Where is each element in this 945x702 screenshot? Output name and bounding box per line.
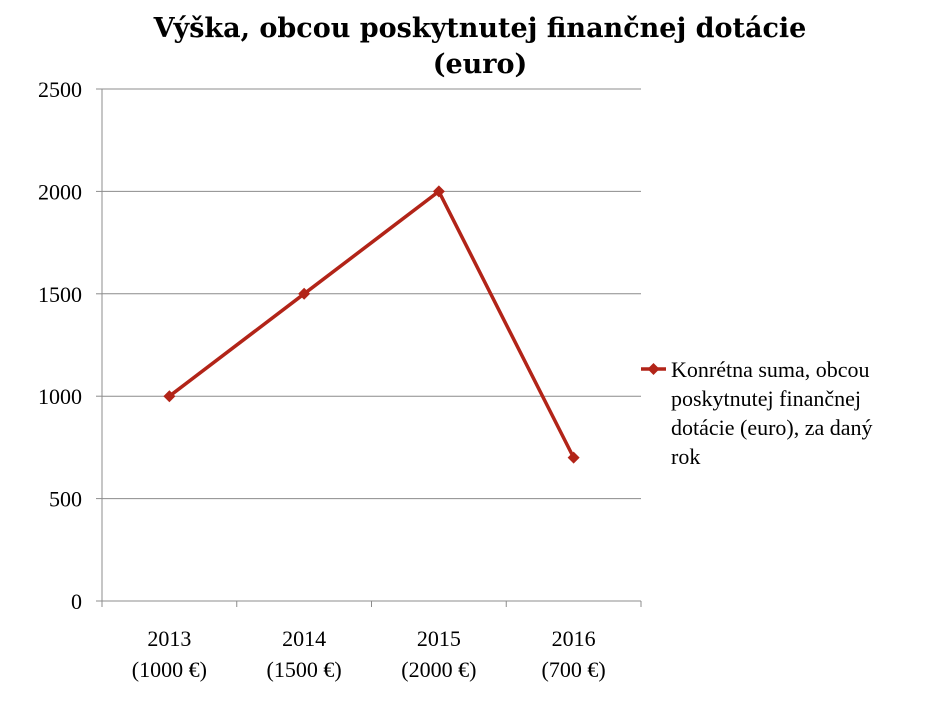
x-tick-label: 2013 (147, 626, 191, 651)
legend-label: Konrétna suma, obcou (671, 357, 870, 382)
y-tick-label: 0 (71, 589, 82, 614)
chart-title-line: (euro) (433, 49, 528, 80)
x-tick-label: (700 €) (542, 657, 606, 682)
chart-title: Výška, obcou poskytnutej finančnej dotác… (153, 13, 807, 80)
data-point-marker (432, 185, 445, 198)
data-point-marker (163, 390, 176, 403)
axes (96, 88, 642, 607)
legend-marker-swatch (647, 363, 660, 375)
y-axis-tick-labels: 0 500 1000 1500 2000 2500 (38, 77, 82, 614)
series-line (163, 185, 580, 464)
x-tick-label: (1500 €) (267, 657, 342, 682)
y-tick-label: 2000 (38, 179, 82, 204)
legend: Konrétna suma, obcou poskytnutej finančne… (641, 357, 873, 469)
legend-label: dotácie (euro), za daný (671, 415, 873, 440)
y-tick-label: 1500 (38, 282, 82, 307)
legend-label: poskytnutej finančnej (671, 386, 861, 411)
x-tick-label: 2016 (552, 626, 596, 651)
x-tick-label: 2015 (417, 626, 461, 651)
legend-label: rok (671, 444, 700, 469)
data-point-marker (567, 451, 580, 464)
gridlines (102, 88, 641, 500)
data-point-marker (298, 287, 311, 300)
x-tick-label: (2000 €) (401, 657, 476, 682)
x-tick-label: 2014 (282, 626, 326, 651)
y-tick-label: 500 (49, 487, 82, 512)
x-axis-tick-labels: 2013 (1000 €) 2014 (1500 €) 2015 (2000 €) 2016… (132, 626, 606, 682)
x-tick-label: (1000 €) (132, 657, 207, 682)
series-line-path (168, 188, 576, 459)
chart-title-line: Výška, obcou poskytnutej finančnej dotác… (153, 13, 807, 44)
y-tick-label: 2500 (38, 77, 82, 102)
y-tick-label: 1000 (38, 384, 82, 409)
